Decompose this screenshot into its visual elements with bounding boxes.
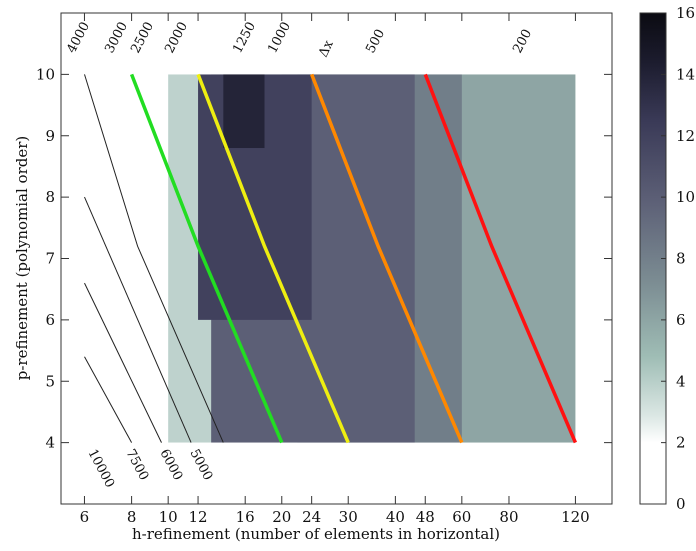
contour-line-yellow [196,73,350,444]
y-tick-label: 8 [45,188,55,206]
y-tick-label: 5 [45,372,55,390]
colorbar-tick-label: 0 [676,495,686,513]
colorbar-tick-label: 12 [676,127,695,145]
contour-line-green [129,73,284,444]
x-tick-label: 10 [159,508,178,526]
colorbar-tick-label: 2 [676,434,686,452]
thin-line [84,196,192,443]
colorbar-tick-label: 16 [676,4,695,22]
heatmap-region [223,74,265,149]
y-tick-label: 10 [36,65,55,83]
y-tick-label: 9 [45,127,55,145]
y-axis-ticks: 4 5 6 7 8 9 10 [36,65,612,452]
colorbar-tick-label: 6 [676,311,686,329]
x-tick-label: 20 [272,508,291,526]
thin-line [84,356,133,443]
colorbar-tick-label: 4 [676,372,686,390]
colorbar-tick-label: 14 [676,65,695,83]
x-axis-ticks: 6 8 10 12 16 20 24 30 40 48 60 80 120 [80,13,590,526]
thin-lines [84,74,224,443]
thin-line [84,282,162,443]
x-tick-label: 120 [561,508,590,526]
colorbar-tick-label: 10 [676,188,695,206]
x-tick-label: 8 [127,508,137,526]
contour-line-red [423,73,578,444]
y-axis-label: p-refinement (polynomial order) [13,136,31,381]
y-tick-label: 6 [45,311,55,329]
thin-line [84,74,224,443]
y-tick-label: 4 [45,434,55,452]
colorbar-ticks: 0 2 4 6 8 10 12 14 16 [661,4,695,513]
y-tick-label: 7 [45,250,55,268]
x-tick-label: 6 [80,508,90,526]
x-tick-label: 80 [499,508,518,526]
dx-label: Δx [316,38,337,60]
x-tick-label: 16 [236,508,255,526]
x-tick-label: 24 [302,508,321,526]
heatmap [84,74,576,443]
x-tick-label: 12 [189,508,208,526]
colorbar-tick-label: 8 [676,250,686,268]
contour-lines [129,73,578,444]
x-tick-label: 40 [386,508,405,526]
x-tick-label: 60 [452,508,471,526]
x-axis-label: h-refinement (number of elements in hori… [132,525,500,543]
contour-line-orange [310,73,464,444]
x-tick-label: 30 [339,508,358,526]
x-tick-label: 48 [416,508,435,526]
